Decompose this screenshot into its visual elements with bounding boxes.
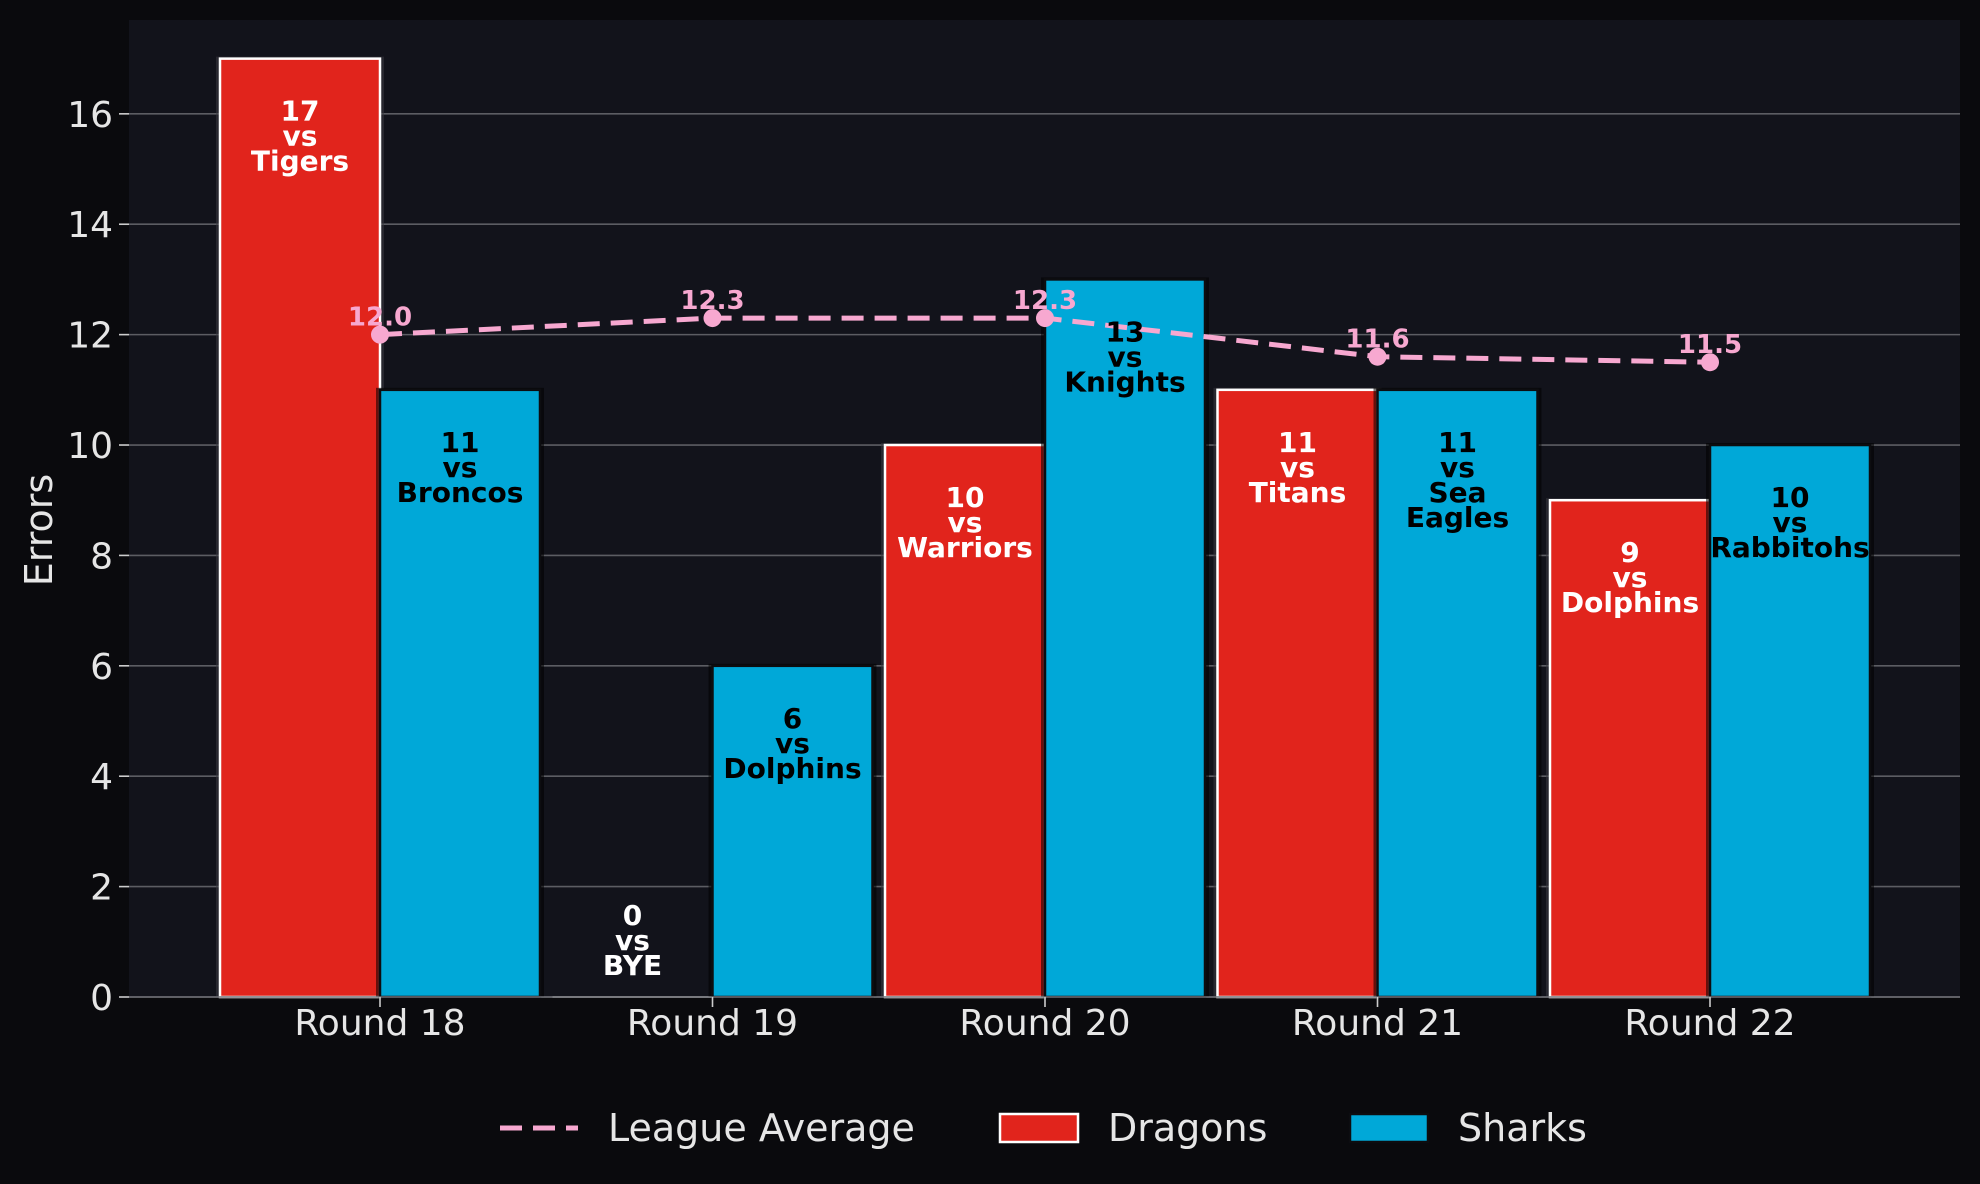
bar-sharks-round-20 [1043,278,1207,999]
league-average-value: 11.6 [1345,325,1409,355]
bar-label-line: 10 [1771,481,1810,514]
x-tick-label: Round 22 [1624,1003,1795,1044]
bar-label-line: vs [443,451,478,484]
y-tick-label: 4 [90,757,113,798]
league-average-line: 12.0 12.3 12.3 11.6 11.5 [348,286,1742,372]
league-average-value: 12.3 [680,286,744,316]
y-tick-label: 8 [90,536,113,577]
x-tick-label: Round 19 [627,1003,798,1044]
y-tick-label: 10 [67,426,113,467]
bar-label-line: Eagles [1406,501,1509,534]
y-tick-label: 14 [67,205,113,246]
bar-label-line: vs [1440,451,1475,484]
bar-label-line: vs [283,120,318,153]
bar-label-line: 9 [1620,536,1639,569]
bar-labels: 17vsTigers0vsBYE10vsWarriors11vsTitans9v… [251,95,1870,982]
legend: League Average Dragons Sharks [500,1106,1587,1150]
x-tick-label: Round 21 [1292,1003,1463,1044]
league-average-value: 12.3 [1013,286,1077,316]
legend-label-league-average: League Average [608,1106,915,1150]
bar-label-line: 6 [783,702,802,735]
bar-label-line: Knights [1064,365,1185,398]
x-tick-label: Round 20 [959,1003,1130,1044]
bar-label-line: Broncos [397,476,524,509]
bars [216,56,1874,999]
bar-label-line: 11 [1278,426,1317,459]
bar-label-line: 0 [623,899,642,932]
bar-label-line: 10 [946,481,985,514]
bar-sharks-round-18 [378,388,542,999]
bar-label-line: Dolphins [1561,586,1699,619]
bar-label-line: Tigers [251,145,349,178]
bar-dragons-round-18 [218,57,382,999]
bar-label-line: vs [1280,451,1315,484]
x-tick-label: Round 18 [294,1003,465,1044]
legend-swatch-dragons [998,1112,1080,1144]
legend-swatch-sharks [1348,1112,1430,1144]
bar-label-line: BYE [603,949,662,982]
bar-dragons-round-22 [1548,498,1712,999]
bar-label-line: 13 [1106,315,1145,348]
y-axis-ticks: 0 2 4 6 8 10 12 14 16 [67,95,129,1019]
bar-label-line: vs [1773,506,1808,539]
league-average-point [1701,353,1719,372]
bar-label-line: Warriors [897,531,1033,564]
y-tick-label: 16 [67,95,113,136]
bar-label-line: vs [1108,340,1143,373]
bar-sharks-round-22 [1708,443,1872,999]
bar-label-line: Sea [1428,476,1486,509]
bar-label-line: vs [948,506,983,539]
legend-label-dragons: Dragons [1108,1106,1267,1150]
bar-dragons-round-20 [883,443,1047,999]
legend-label-sharks: Sharks [1458,1106,1587,1150]
bar-label-line: 11 [441,426,480,459]
bar-label-line: Titans [1249,476,1347,509]
y-tick-label: 6 [90,647,113,688]
bar-label-line: vs [775,727,810,760]
bar-label-line: vs [1613,561,1648,594]
league-average-point [1036,309,1054,328]
bar-label-line: vs [615,924,650,957]
bar-label-line: 11 [1438,426,1477,459]
league-average-point [703,309,722,328]
y-tick-label: 2 [90,868,113,909]
bar-label-line: Rabbitohs [1710,531,1869,564]
league-average-value: 12.0 [348,303,412,333]
y-axis-title: Errors [17,474,61,586]
x-axis-ticks: Round 18 Round 19 Round 20 Round 21 Round 22 [129,996,1960,1044]
y-tick-label: 0 [90,978,113,1019]
bar-label-line: 17 [281,95,320,128]
bar-label-line: Dolphins [723,752,861,785]
league-average-value: 11.5 [1678,330,1742,360]
bar-sharks-round-21 [1376,388,1539,999]
bar-sharks-round-19 [711,664,874,999]
league-average-point [1368,347,1387,366]
y-tick-label: 12 [67,316,113,357]
league-average-point [371,325,389,344]
bar-dragons-round-21 [1216,388,1379,999]
